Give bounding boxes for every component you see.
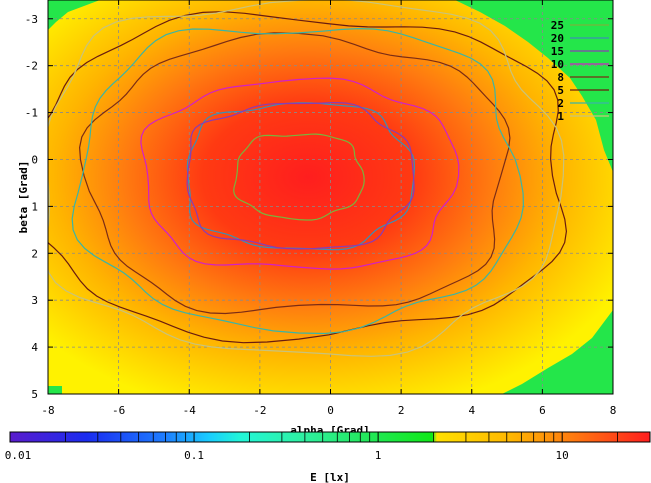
legend-label-10: 10	[551, 58, 564, 71]
y-tick-label: -1	[25, 107, 38, 120]
contour-line-8	[78, 32, 511, 315]
y-tick-label: 0	[31, 153, 38, 166]
low-zone-bottom-left	[48, 386, 62, 394]
x-tick-label: 8	[610, 404, 617, 417]
x-tick-label: 0	[327, 404, 334, 417]
colorbar-tick-label: 0.01	[5, 449, 32, 462]
colorbar-tick-label: 1	[375, 449, 382, 462]
plot-area	[47, 0, 614, 395]
low-zone-bottom-right	[502, 310, 613, 394]
x-tick-label: 2	[398, 404, 405, 417]
y-tick-label: -2	[25, 60, 38, 73]
contour-lines	[48, 0, 568, 357]
legend-label-20: 20	[551, 32, 564, 45]
y-tick-label: 3	[31, 294, 38, 307]
y-tick-label: 5	[31, 388, 38, 401]
contour-line-10	[140, 77, 460, 270]
legend-label-1: 1	[557, 110, 564, 123]
contour-line-1	[48, 0, 565, 357]
x-tick-label: -2	[253, 404, 266, 417]
contour-line-2	[71, 27, 525, 335]
colorbar-tick-label: 0.1	[184, 449, 204, 462]
legend-label-8: 8	[557, 71, 564, 84]
legend-label-2: 2	[557, 97, 564, 110]
colorbar-label: E [lx]	[310, 471, 350, 483]
x-tick-label: -8	[41, 404, 54, 417]
x-tick-label: -6	[112, 404, 125, 417]
contour-line-15	[186, 101, 415, 250]
y-tick-label: 4	[31, 341, 38, 354]
low-zone-top-left	[48, 0, 100, 30]
y-tick-label: 2	[31, 247, 38, 260]
y-tick-label: 1	[31, 200, 38, 213]
y-axis-label: beta [Grad]	[17, 161, 30, 234]
contour-line-5	[48, 11, 568, 344]
x-tick-label: 6	[539, 404, 546, 417]
legend-label-5: 5	[557, 84, 564, 97]
grid-lines	[48, 0, 613, 394]
x-tick-label: 4	[468, 404, 475, 417]
colorbar-tick-label: 10	[556, 449, 569, 462]
x-tick-label: -4	[183, 404, 197, 417]
colorbar-ticks: 0.01 0.1 1 10	[5, 432, 651, 462]
colorbar: 0.01 0.1 1 10	[5, 431, 651, 462]
legend-label-15: 15	[551, 45, 564, 58]
contour-line-25	[233, 133, 365, 221]
y-tick-label: -3	[25, 13, 38, 26]
low-zone-top-right	[455, 0, 613, 172]
legend-label-25: 25	[551, 19, 564, 32]
x-axis: -8 -6 -4 -2 0 2 4 6 8	[41, 0, 616, 417]
